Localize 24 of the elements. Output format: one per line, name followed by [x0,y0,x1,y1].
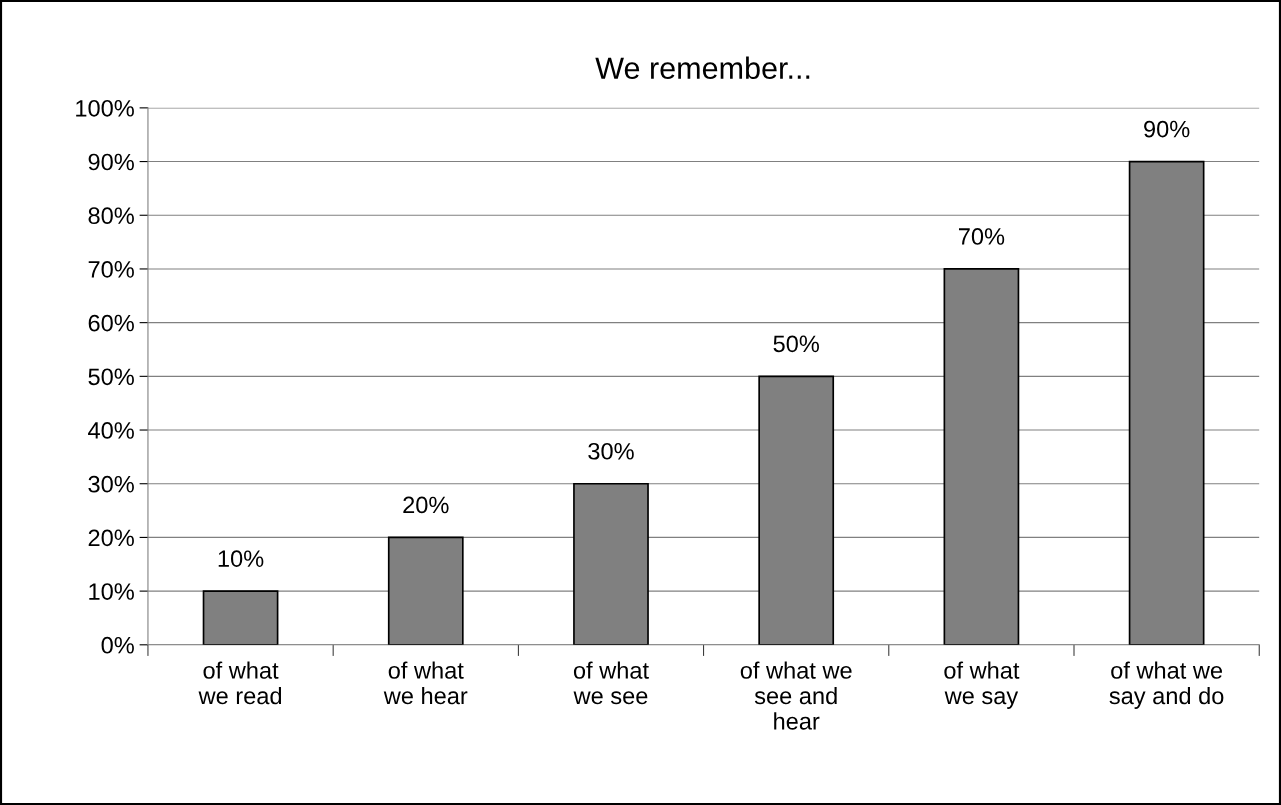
x-tick-label: of what we see and hear [740,661,852,730]
x-tick-label: of what we read [198,661,282,705]
y-tick-label: 100% [76,99,134,117]
y-tick-label: 30% [88,475,134,493]
y-tick-label: 40% [88,422,134,439]
x-tick-label: of what we say and do [1109,661,1224,709]
x-tick-label: of what we hear [383,661,468,705]
data-label: 20% [403,496,449,514]
y-tick-label: 10% [89,583,134,600]
data-label: 50% [773,335,819,353]
y-tick-label: 80% [88,207,134,225]
y-tick-label: 60% [88,314,134,332]
y-tick-label: 90% [88,153,134,171]
y-tick-label: 50% [88,368,134,386]
data-label: 30% [588,442,634,460]
x-tick-label: of what we see [573,661,649,705]
x-tick-label: of what we say [944,661,1020,709]
data-label: 10% [218,550,264,567]
y-tick-label: 70% [88,261,134,278]
data-label: 90% [1144,120,1190,138]
data-label: 70% [958,228,1005,245]
y-tick-label: 20% [88,529,134,547]
y-tick-label: 0% [101,636,134,654]
chart-title: We remember... [595,56,810,80]
